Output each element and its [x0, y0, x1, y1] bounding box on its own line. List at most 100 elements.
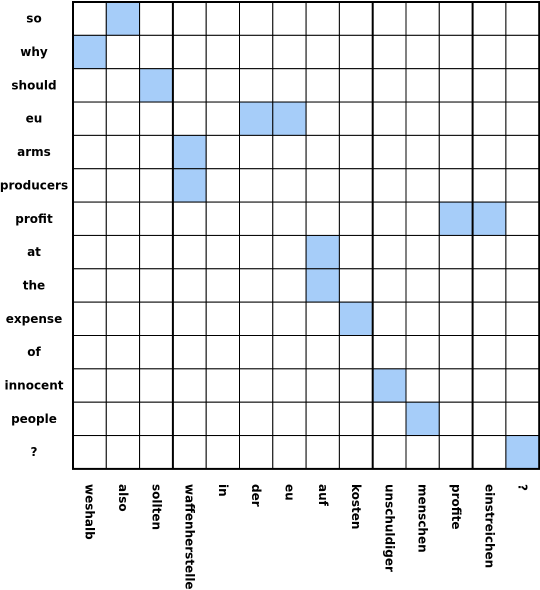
aligned-cell	[305, 268, 340, 303]
grid-cell	[272, 34, 307, 70]
grid-cell	[105, 301, 141, 336]
grid-cell	[372, 34, 407, 70]
grid-cell	[72, 201, 107, 236]
grid-cell	[305, 401, 340, 437]
aligned-cell	[239, 101, 274, 136]
column-label: sollten	[149, 484, 163, 530]
grid-cell	[472, 101, 507, 136]
aligned-cell	[372, 368, 407, 403]
grid-cell	[139, 34, 174, 70]
grid-cell	[305, 101, 340, 136]
grid-cell	[105, 101, 141, 136]
column-label: einstreichen	[482, 484, 496, 568]
grid-cell	[505, 401, 540, 437]
row-label: producers	[0, 178, 68, 192]
grid-cell	[72, 101, 107, 136]
grid-cell	[205, 268, 240, 303]
aligned-cell	[272, 101, 307, 136]
grid-cell	[139, 234, 174, 270]
grid-cell	[239, 168, 274, 203]
grid-cell	[205, 101, 240, 136]
row-label: innocent	[5, 379, 64, 393]
grid-cell	[338, 268, 374, 303]
grid-cell	[438, 68, 474, 103]
grid-cell	[438, 401, 474, 437]
grid-cell	[172, 234, 207, 270]
grid-cell	[372, 268, 407, 303]
grid-cell	[438, 335, 474, 370]
row-label: at	[27, 245, 41, 259]
grid-cell	[205, 234, 240, 270]
grid-cell	[139, 301, 174, 336]
grid-cell	[272, 201, 307, 236]
grid-cell	[139, 201, 174, 236]
aligned-cell	[72, 34, 107, 70]
grid-cell	[239, 301, 274, 336]
grid-cell	[472, 301, 507, 336]
grid-cell	[239, 368, 274, 403]
grid-cell	[139, 101, 174, 136]
grid-cell	[338, 168, 374, 203]
grid-cell	[405, 301, 440, 336]
grid-cell	[505, 201, 540, 236]
grid-cell	[105, 134, 141, 170]
grid-cell	[239, 234, 274, 270]
column-label: profite	[449, 484, 463, 530]
grid-cell	[372, 168, 407, 203]
grid-cell	[505, 1, 540, 36]
grid-cell	[305, 301, 340, 336]
grid-cell	[239, 401, 274, 437]
grid-cell	[405, 435, 440, 470]
grid-cell	[172, 368, 207, 403]
grid-cell	[272, 268, 307, 303]
grid-cell	[505, 335, 540, 370]
grid-cell	[205, 301, 240, 336]
aligned-cell	[338, 301, 374, 336]
aligned-cell	[472, 201, 507, 236]
grid-cell	[338, 101, 374, 136]
grid-cell	[405, 1, 440, 36]
grid-cell	[172, 68, 207, 103]
grid-cell	[372, 401, 407, 437]
row-label: eu	[26, 112, 43, 126]
grid-cell	[139, 368, 174, 403]
grid-cell	[105, 268, 141, 303]
grid-cell	[272, 234, 307, 270]
grid-cell	[438, 1, 474, 36]
grid-cell	[472, 335, 507, 370]
grid-cell	[72, 168, 107, 203]
grid-cell	[372, 335, 407, 370]
grid-cell	[139, 1, 174, 36]
grid-cell	[205, 368, 240, 403]
row-label: the	[23, 278, 45, 292]
grid-cell	[472, 435, 507, 470]
column-labels: weshalb also sollten waffenhersteller in der e…	[83, 484, 530, 590]
column-label: weshalb	[83, 484, 97, 540]
grid-cell	[72, 368, 107, 403]
grid-cell	[272, 435, 307, 470]
grid-cell	[139, 168, 174, 203]
grid-cell	[338, 234, 374, 270]
grid-cell	[305, 168, 340, 203]
column-label: in	[216, 484, 230, 497]
grid-cell	[72, 435, 107, 470]
aligned-cell	[105, 1, 141, 36]
grid-cell	[338, 201, 374, 236]
grid-cell	[72, 234, 107, 270]
grid-cell	[472, 368, 507, 403]
grid-cell	[405, 268, 440, 303]
grid-cell	[205, 134, 240, 170]
grid-cell	[505, 168, 540, 203]
grid-cell	[272, 168, 307, 203]
column-label: der	[249, 484, 263, 507]
grid-cell	[239, 1, 274, 36]
grid-cell	[72, 401, 107, 437]
grid-cell	[72, 68, 107, 103]
grid-cell	[205, 401, 240, 437]
grid-cell	[272, 134, 307, 170]
row-label: should	[11, 78, 56, 92]
grid-cell	[172, 1, 207, 36]
grid-cell	[372, 1, 407, 36]
grid-cell	[472, 168, 507, 203]
grid-cell	[172, 201, 207, 236]
